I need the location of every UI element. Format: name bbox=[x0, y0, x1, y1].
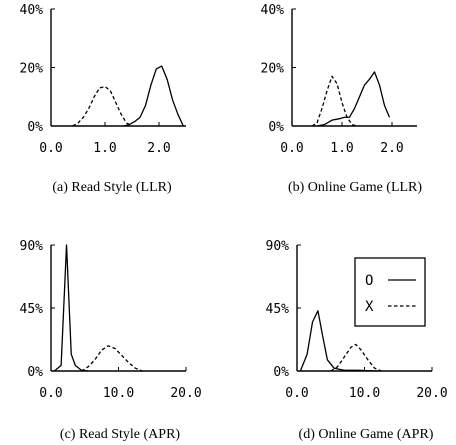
x-tick-label: 10.0 bbox=[103, 386, 134, 401]
y-tick-label: 90% bbox=[266, 239, 290, 254]
x-tick-label: 10.0 bbox=[349, 386, 380, 401]
legend-label: X bbox=[365, 299, 374, 315]
legend-box bbox=[354, 257, 426, 327]
series-line-o bbox=[53, 244, 89, 372]
x-tick-label: 0.0 bbox=[280, 141, 303, 156]
chart-caption: (d) Online Game (APR) bbox=[299, 427, 434, 442]
x-tick-label: 1.0 bbox=[93, 141, 116, 156]
chart-panel: 0% 20% 40% 0.0 1.0 2.0 (b) Online Game (LLR) bbox=[261, 3, 423, 195]
x-tick-label: 0.0 bbox=[39, 141, 62, 156]
y-tick-label: 20% bbox=[20, 62, 44, 77]
chart-caption: (b) Online Game (LLR) bbox=[288, 180, 422, 195]
series-line-o bbox=[123, 65, 184, 127]
y-tick-label: 90% bbox=[20, 239, 44, 254]
x-tick-label: 0.0 bbox=[39, 386, 62, 401]
x-tick-label: 1.0 bbox=[330, 141, 353, 156]
chart-panel: 0% 45% 90% 0.0 10.0 20.0 OX (d) Online Game (AP… bbox=[266, 239, 448, 442]
legend: OX bbox=[354, 257, 426, 327]
x-tick-label: 2.0 bbox=[147, 141, 170, 156]
y-tick-label: 0% bbox=[268, 120, 284, 135]
chart-caption: (c) Read Style (APR) bbox=[60, 427, 180, 442]
y-tick-label: 0% bbox=[27, 120, 43, 135]
x-tick-label: 2.0 bbox=[380, 141, 403, 156]
chart-panel: 0% 45% 90% 0.0 10.0 20.0 (c) Read Style (APR) bbox=[20, 239, 202, 442]
legend-label: O bbox=[365, 273, 373, 289]
y-tick-label: 45% bbox=[20, 302, 44, 317]
series-line-x bbox=[330, 343, 382, 372]
chart-caption: (a) Read Style (LLR) bbox=[52, 180, 172, 195]
chart-panel: 0% 20% 40% 0.0 1.0 2.0 (a) Read Style (LLR) bbox=[20, 3, 186, 195]
x-tick-label: 0.0 bbox=[285, 386, 308, 401]
y-tick-label: 45% bbox=[266, 302, 290, 317]
y-tick-label: 0% bbox=[273, 365, 289, 380]
series-line-o bbox=[316, 71, 391, 127]
series-line-x bbox=[311, 75, 358, 127]
y-tick-label: 40% bbox=[261, 3, 285, 18]
y-tick-label: 40% bbox=[20, 3, 44, 18]
series-line-x bbox=[81, 345, 143, 372]
x-tick-label: 20.0 bbox=[416, 386, 447, 401]
y-tick-label: 0% bbox=[27, 365, 43, 380]
y-tick-label: 20% bbox=[261, 62, 285, 77]
x-tick-label: 20.0 bbox=[170, 386, 201, 401]
series-line-o bbox=[299, 310, 379, 372]
series-line-x bbox=[72, 85, 133, 127]
